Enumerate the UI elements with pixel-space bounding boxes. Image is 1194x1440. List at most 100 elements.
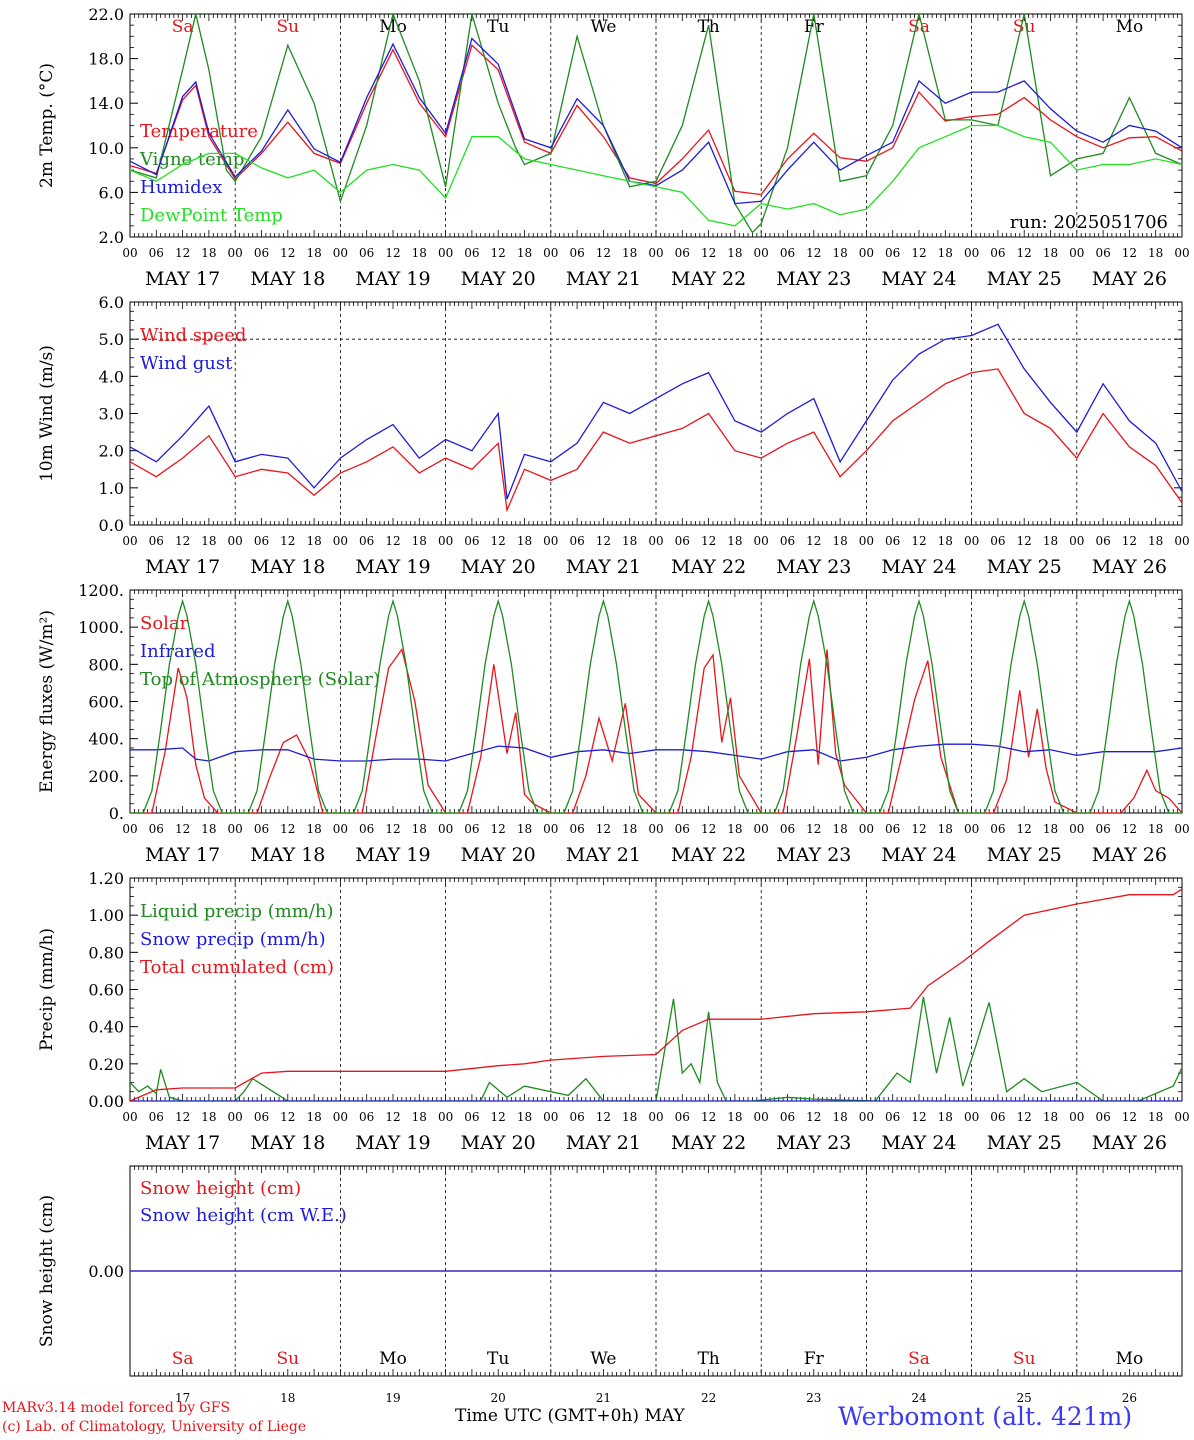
y-tick-label: 18.0 xyxy=(88,50,124,69)
hour-label: 18 xyxy=(517,246,532,260)
day-label: MAY 20 xyxy=(461,556,536,578)
weekday-label: Mo xyxy=(379,1349,407,1369)
hour-label: 00 xyxy=(1069,534,1084,548)
y-tick-label: 0.20 xyxy=(88,1055,124,1074)
day-number: 17 xyxy=(175,1391,190,1405)
hour-label: 18 xyxy=(1148,534,1163,548)
weekday-label: Sa xyxy=(172,17,194,37)
day-number: 22 xyxy=(701,1391,716,1405)
weekday-label: Su xyxy=(1013,1349,1036,1369)
hour-label: 00 xyxy=(438,822,453,836)
hour-label: 06 xyxy=(359,822,374,836)
series-line-1 xyxy=(130,647,1182,813)
hour-label: 06 xyxy=(780,534,795,548)
hour-label: 00 xyxy=(1069,1110,1084,1124)
weekday-label: Su xyxy=(276,17,299,37)
hour-label: 00 xyxy=(1069,822,1084,836)
day-label: MAY 25 xyxy=(987,268,1062,290)
day-label: MAY 23 xyxy=(776,268,851,290)
y-tick-label: 6.0 xyxy=(99,293,124,312)
y-tick-label: 14.0 xyxy=(88,94,124,113)
hour-label: 12 xyxy=(385,246,400,260)
hour-label: 06 xyxy=(359,1110,374,1124)
hour-label: 12 xyxy=(385,1110,400,1124)
panel-2: 0.0 1.0 2.0 3.0 4.0 5.0 6.0 10m Wind (m/s) 00 06 1… xyxy=(37,293,1190,578)
hour-label: 06 xyxy=(675,1110,690,1124)
hour-label: 06 xyxy=(1095,822,1110,836)
day-number: 23 xyxy=(806,1391,821,1405)
day-number: 20 xyxy=(491,1391,506,1405)
hour-label: 00 xyxy=(438,1110,453,1124)
hour-label: 06 xyxy=(780,1110,795,1124)
hour-label: 18 xyxy=(517,534,532,548)
weekday-label: Mo xyxy=(1116,17,1144,37)
hour-label: 12 xyxy=(1017,534,1032,548)
weekday-label: Fr xyxy=(804,1349,825,1369)
hour-label: 06 xyxy=(464,822,479,836)
hour-label: 12 xyxy=(280,1110,295,1124)
hour-label: 18 xyxy=(938,246,953,260)
day-label: MAY 18 xyxy=(250,268,325,290)
hour-label: 00 xyxy=(543,822,558,836)
hour-label: 06 xyxy=(464,246,479,260)
hour-label: 06 xyxy=(464,1110,479,1124)
series-line-3 xyxy=(130,888,1182,1101)
hour-label: 12 xyxy=(701,822,716,836)
day-label: MAY 17 xyxy=(145,268,220,290)
day-label: MAY 19 xyxy=(355,1132,430,1154)
hour-label: 12 xyxy=(911,534,926,548)
weekday-label: Sa xyxy=(908,1349,930,1369)
panel-1: 2.0 6.0 10.0 14.0 18.0 22.0 2m Temp. (°C) Sa Su M… xyxy=(37,5,1190,290)
day-label: MAY 18 xyxy=(250,844,325,866)
hour-label: 00 xyxy=(1174,822,1189,836)
hour-label: 18 xyxy=(306,822,321,836)
hour-label: 12 xyxy=(911,1110,926,1124)
hour-label: 12 xyxy=(701,534,716,548)
hour-label: 18 xyxy=(727,534,742,548)
hour-label: 12 xyxy=(596,822,611,836)
day-label: MAY 21 xyxy=(566,844,641,866)
legend-label: Wind gust xyxy=(140,353,233,374)
hour-label: 00 xyxy=(964,1110,979,1124)
footer-credit: (c) Lab. of Climatology, University of L… xyxy=(2,1419,307,1435)
plot-frame xyxy=(129,589,1183,814)
y-axis-title: 2m Temp. (°C) xyxy=(37,63,57,188)
weekday-label: Tu xyxy=(487,17,509,37)
hour-label: 18 xyxy=(306,1110,321,1124)
y-tick-label: 2.0 xyxy=(99,228,124,247)
panel-4: 0.00 0.20 0.40 0.60 0.80 1.00 1.20 Precip (mm/h… xyxy=(37,869,1190,1154)
y-tick-label: 600. xyxy=(88,693,124,712)
y-tick-label: 0.00 xyxy=(88,1092,124,1111)
legend-label: Liquid precip (mm/h) xyxy=(140,901,334,922)
hour-label: 12 xyxy=(596,534,611,548)
day-label: MAY 25 xyxy=(987,1132,1062,1154)
hour-label: 18 xyxy=(306,534,321,548)
hour-label: 12 xyxy=(385,534,400,548)
hour-label: 00 xyxy=(543,246,558,260)
hour-label: 18 xyxy=(1043,1110,1058,1124)
day-label: MAY 26 xyxy=(1092,556,1167,578)
panel-3: 0. 200. 400. 600. 800. 1000. 1200. Energy fluxe… xyxy=(37,581,1190,866)
hour-label: 06 xyxy=(675,246,690,260)
hour-label: 06 xyxy=(990,246,1005,260)
hour-label: 18 xyxy=(832,246,847,260)
hour-label: 06 xyxy=(149,1110,164,1124)
day-label: MAY 20 xyxy=(461,268,536,290)
hour-label: 12 xyxy=(1122,1110,1137,1124)
day-label: MAY 17 xyxy=(145,844,220,866)
day-label: MAY 23 xyxy=(776,1132,851,1154)
hour-label: 06 xyxy=(359,246,374,260)
day-label: MAY 18 xyxy=(250,1132,325,1154)
hour-label: 18 xyxy=(201,534,216,548)
hour-label: 12 xyxy=(175,534,190,548)
weekday-label: We xyxy=(590,17,616,37)
hour-label: 00 xyxy=(543,1110,558,1124)
weekday-label: We xyxy=(590,1349,616,1369)
hour-label: 06 xyxy=(359,534,374,548)
hour-label: 00 xyxy=(122,822,137,836)
hour-label: 12 xyxy=(1017,1110,1032,1124)
y-axis-title: Precip (mm/h) xyxy=(37,928,57,1051)
series-line-2 xyxy=(130,14,1182,234)
y-axis-title: Snow height (cm) xyxy=(37,1195,57,1347)
